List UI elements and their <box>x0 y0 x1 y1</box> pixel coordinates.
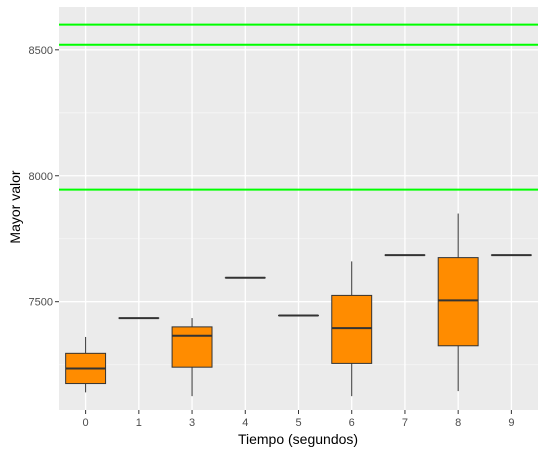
box-body <box>437 257 479 347</box>
box-0 <box>65 336 107 393</box>
x-tick-label: 6 <box>349 417 355 429</box>
x-tick-label: 9 <box>508 417 514 429</box>
x-tick-label: 0 <box>83 417 89 429</box>
x-tick-label: 1 <box>136 417 142 429</box>
box-body <box>171 326 213 368</box>
y-tick-label: 8500 <box>29 45 53 57</box>
y-axis-title: Mayor valor <box>7 170 23 243</box>
x-tick-label: 3 <box>189 417 195 429</box>
boxes <box>65 213 532 397</box>
x-tick-label: 8 <box>455 417 461 429</box>
box-6 <box>331 261 373 397</box>
box-3 <box>171 318 213 397</box>
x-tick-label: 7 <box>402 417 408 429</box>
x-tick-label: 5 <box>295 417 301 429</box>
reference-lines <box>59 23 538 191</box>
y-tick-label: 7500 <box>29 297 53 309</box>
y-tick-label: 8000 <box>29 171 53 183</box>
x-tick-label: 4 <box>242 417 248 429</box>
x-axis-title: Tiempo (segundos) <box>238 431 358 447</box>
box-body <box>331 294 373 364</box>
y-axis-ticks: 7500 8000 8500 <box>29 45 59 309</box>
box-8 <box>437 213 479 392</box>
x-axis-ticks: 0 1 3 4 5 6 7 8 9 <box>83 410 514 429</box>
